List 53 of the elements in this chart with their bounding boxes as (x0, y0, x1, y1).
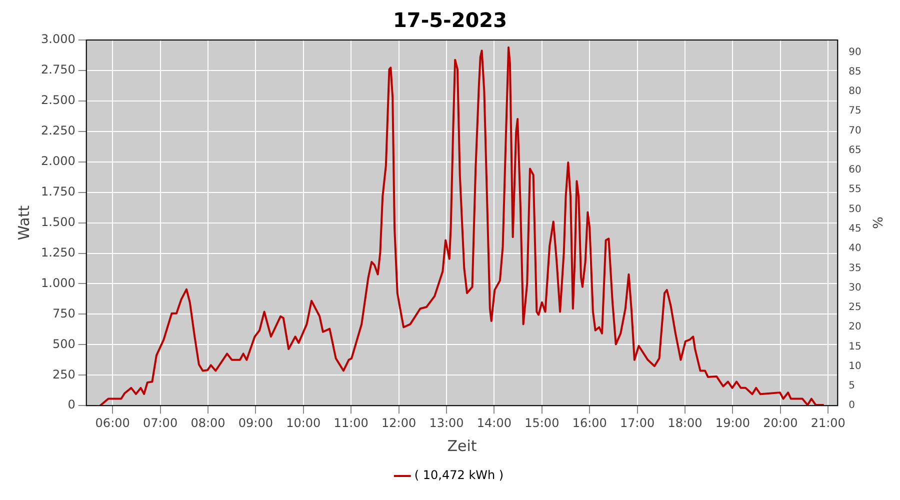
y2-tick-label: 0 (848, 400, 856, 412)
y-tick-label: 1.750 (40, 184, 76, 198)
x-tick-label: 11:00 (334, 416, 368, 430)
x-tick-label: 12:00 (382, 416, 416, 430)
y2-tick-label: 60 (848, 164, 862, 176)
y2-tick-label: 50 (848, 204, 862, 215)
y-tick-label: 750 (52, 306, 76, 320)
x-axis-title: Zeit (447, 436, 477, 455)
x-tick-label: 18:00 (668, 416, 702, 430)
y-tick-label: 500 (52, 336, 76, 351)
y2-tick-label: 40 (848, 243, 862, 254)
y-tick-label: 1.250 (40, 245, 76, 260)
y-tick-label: 2.000 (40, 154, 76, 168)
x-tick-label: 10:00 (286, 416, 321, 430)
x-tick-label: 19:00 (715, 416, 750, 430)
x-tick-label: 14:00 (476, 416, 512, 430)
y2-tick-label: 35 (848, 262, 862, 274)
y-tick-label: 2.250 (40, 124, 76, 138)
y-axis-title: Watt (14, 205, 33, 240)
x-tick-label: 17:00 (620, 416, 655, 430)
y2-tick-label: 70 (848, 125, 862, 136)
x-tick-label: 16:00 (572, 416, 607, 430)
y2-tick-label: 55 (848, 184, 862, 196)
y-tick-label: 1.000 (40, 276, 76, 290)
y2-tick-label: 75 (848, 106, 862, 117)
y-tick-label: 2.750 (40, 62, 76, 77)
x-tick-label: 07:00 (142, 416, 178, 430)
y-tick-label: 1.500 (40, 214, 76, 229)
y2-tick-label: 45 (848, 223, 862, 234)
legend-label: ( 10,472 kWh ) (414, 468, 504, 482)
y2-tick-label: 85 (848, 66, 862, 78)
x-tick-label: 06:00 (95, 416, 130, 430)
y-tick-label: 0 (68, 398, 76, 412)
x-tick-label: 13:00 (429, 416, 464, 430)
y2-tick-label: 15 (848, 341, 862, 352)
y2-tick-label: 10 (848, 360, 862, 372)
x-tick-label: 20:00 (763, 416, 798, 430)
y-tick-label: 2.500 (40, 93, 76, 108)
y-tick-label: 3.000 (40, 32, 76, 46)
y2-tick-label: 80 (848, 86, 862, 98)
y2-tick-label: 20 (848, 322, 862, 333)
y-tick-label: 250 (52, 367, 76, 382)
x-tick-label: 15:00 (524, 416, 560, 430)
x-tick-label: 21:00 (810, 416, 846, 430)
y2-tick-label: 65 (848, 144, 862, 156)
y2-tick-label: 5 (848, 380, 856, 392)
y2-tick-label: 30 (848, 282, 862, 294)
y2-tick-label: 25 (848, 302, 862, 314)
y2-tick-label: 90 (848, 46, 862, 58)
chart-title: 17-5-2023 (392, 8, 508, 32)
y2-axis-title: % (868, 216, 884, 229)
x-tick-label: 08:00 (190, 416, 226, 430)
x-tick-label: 09:00 (238, 416, 273, 430)
